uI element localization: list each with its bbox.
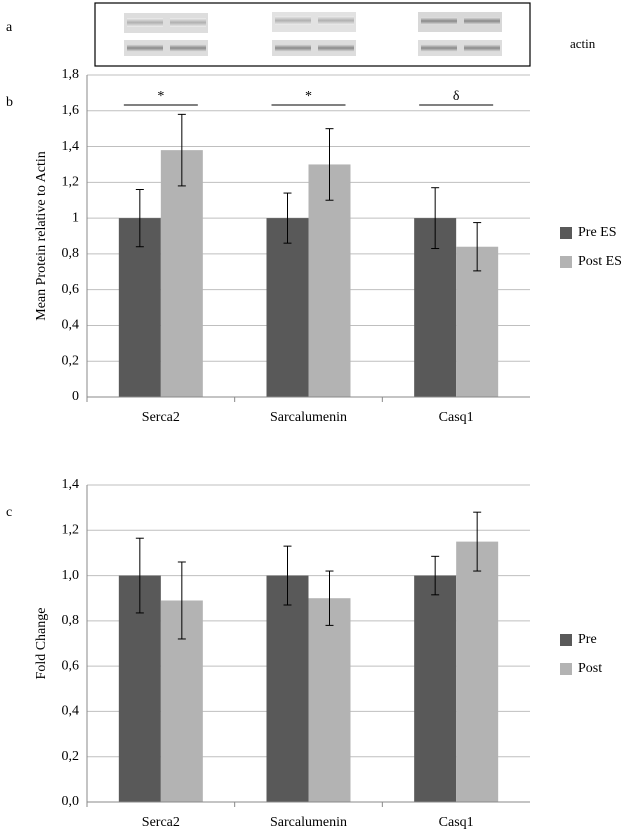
legend-swatch <box>560 663 572 675</box>
error-bar <box>283 545 292 606</box>
bar <box>266 575 309 802</box>
legend-label: Post <box>578 661 602 676</box>
legend-label: Pre ES <box>578 225 617 240</box>
x-tick-label: Casq1 <box>439 815 474 830</box>
bar <box>308 598 351 802</box>
error-bar <box>325 128 334 201</box>
y-tick-label: 0,6 <box>62 658 80 673</box>
x-tick-label: Sarcalumenin <box>270 410 347 425</box>
y-tick-label: 0,0 <box>62 794 80 809</box>
blot-annotation: actin <box>570 36 596 51</box>
error-bar <box>135 188 144 248</box>
legend-swatch <box>560 634 572 646</box>
y-tick-label: 1,2 <box>62 523 80 538</box>
error-bar <box>431 555 440 596</box>
error-bar <box>177 113 186 187</box>
error-bar <box>283 192 292 244</box>
error-bar <box>431 187 440 250</box>
x-tick-label: Sarcalumenin <box>270 815 347 830</box>
y-tick-label: 1,0 <box>62 568 80 583</box>
bar <box>118 218 161 397</box>
error-bar <box>325 570 334 626</box>
y-tick-label: 0,8 <box>62 613 80 628</box>
x-tick-label: Casq1 <box>439 410 474 425</box>
blot-bands <box>124 12 502 56</box>
bar <box>456 541 499 802</box>
bar <box>414 575 457 802</box>
panel-label: b <box>6 95 13 110</box>
y-tick-label: 1,4 <box>62 139 80 154</box>
significance-mark: * <box>305 89 312 104</box>
bar <box>308 164 351 397</box>
y-tick-label: 0,4 <box>62 704 80 719</box>
legend-swatch <box>560 256 572 268</box>
bar <box>160 150 203 397</box>
y-tick-label: 0,2 <box>62 749 80 764</box>
bar <box>266 218 309 397</box>
y-tick-label: 0 <box>72 389 79 404</box>
y-tick-label: 0,8 <box>62 246 80 261</box>
panel-label: a <box>6 20 13 35</box>
y-tick-label: 1,2 <box>62 175 80 190</box>
y-tick-label: 1,6 <box>62 103 80 118</box>
error-bar <box>473 222 482 272</box>
panel-label: c <box>6 505 12 520</box>
blot-frame <box>94 2 531 67</box>
x-tick-label: Serca2 <box>142 410 180 425</box>
y-tick-label: 1,4 <box>62 477 80 492</box>
error-bar <box>177 561 186 640</box>
significance-mark: δ <box>453 89 460 104</box>
error-bar <box>473 511 482 572</box>
y-tick-label: 0,2 <box>62 353 80 368</box>
y-tick-label: 1,8 <box>62 67 80 82</box>
y-axis-title: Mean Protein relative to Actin <box>34 151 49 321</box>
x-tick-label: Serca2 <box>142 815 180 830</box>
legend-label: Post ES <box>578 254 622 269</box>
y-tick-label: 0,4 <box>62 318 80 333</box>
y-axis-title: Fold Change <box>34 608 49 680</box>
y-tick-label: 0,6 <box>62 282 80 297</box>
legend-swatch <box>560 227 572 239</box>
significance-mark: * <box>157 89 164 104</box>
bar <box>456 246 499 397</box>
y-tick-label: 1 <box>72 210 79 225</box>
legend-label: Pre <box>578 632 597 647</box>
error-bar <box>135 537 144 614</box>
